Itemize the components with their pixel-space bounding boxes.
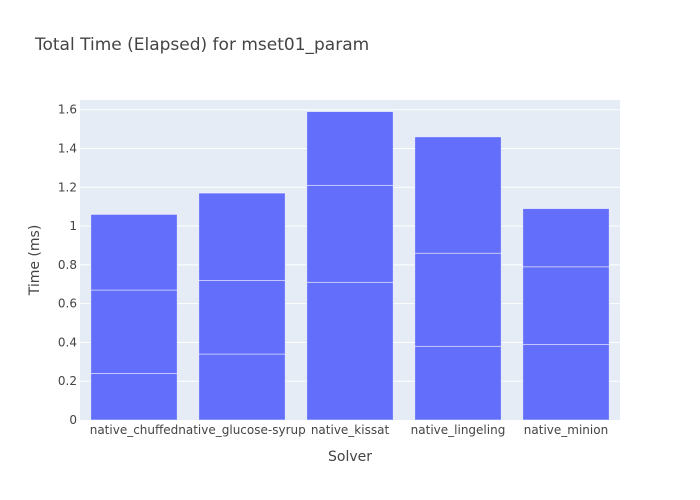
bar-segment	[306, 281, 394, 421]
bar-segment	[198, 353, 286, 421]
y-tick-label: 0.2	[58, 374, 77, 388]
bar-segment	[306, 111, 394, 186]
bar-segment	[90, 289, 178, 374]
y-tick-label: 0.4	[58, 335, 77, 349]
x-tick-label: native_kissat	[311, 423, 390, 437]
y-axis-title: Time (ms)	[27, 225, 43, 297]
x-axis-title: Solver	[328, 449, 372, 465]
y-tick-label: 1.6	[58, 103, 77, 117]
x-tick-label: native_chuffed	[90, 423, 179, 437]
bar-segment	[198, 279, 286, 355]
y-tick-label: 1.2	[58, 180, 77, 194]
x-axis-ticks: native_chuffed native_glucose-syrup native…	[90, 423, 608, 437]
y-axis-ticks: 0 0.2 0.4 0.6 0.8 1 1.2 1.4 1.6	[58, 103, 77, 427]
chart-title: Total Time (Elapsed) for mset01_param	[34, 35, 369, 55]
y-tick-label: 0.6	[58, 297, 77, 311]
x-tick-label: native_glucose-syrup	[178, 423, 305, 437]
bar-segment	[198, 192, 286, 281]
bars	[90, 111, 610, 421]
bar-segment	[522, 343, 610, 421]
bar-segment	[306, 184, 394, 283]
y-tick-label: 1.4	[58, 141, 77, 155]
bar-segment	[414, 136, 502, 254]
y-tick-label: 0.8	[58, 258, 77, 272]
y-tick-label: 0	[69, 413, 77, 427]
bar-segment	[414, 252, 502, 347]
x-tick-label: native_minion	[524, 423, 608, 437]
bar-segment	[90, 214, 178, 291]
x-tick-label: native_lingeling	[411, 423, 506, 437]
bar-segment	[414, 345, 502, 421]
bar-segment	[522, 266, 610, 345]
y-tick-label: 1	[69, 219, 77, 233]
bar-segment	[90, 373, 178, 421]
bar-segment	[522, 208, 610, 268]
